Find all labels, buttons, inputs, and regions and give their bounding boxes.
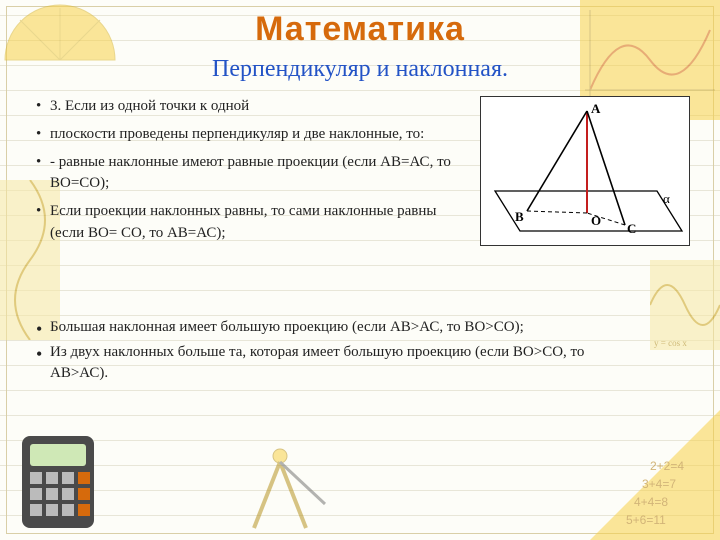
svg-text:5+6=11: 5+6=11 [626, 513, 666, 527]
bullet-list-bottom: Большая наклонная имеет большую проекцию… [36, 317, 696, 384]
list-item: 3. Если из одной точки к одной [36, 96, 466, 118]
label-B: B [515, 209, 524, 224]
label-O: O [591, 213, 601, 228]
list-item: плоскости проведены перпендикуляр и две … [36, 124, 466, 146]
svg-text:3+4=7: 3+4=7 [642, 477, 676, 491]
diagram: A B C O α [480, 96, 690, 246]
header-subject: Математика [0, 10, 720, 49]
slide-title: Перпендикуляр и наклонная. [0, 56, 720, 83]
svg-text:2+2=4: 2+2=4 [650, 459, 684, 473]
deco-addition-icon: 2+2=4 3+4=7 4+4=8 5+6=11 [590, 410, 720, 540]
deco-compass-icon [230, 444, 330, 534]
label-C: C [627, 221, 636, 236]
list-item: Если проекции наклонных равны, то сами н… [36, 201, 466, 245]
label-A: A [591, 103, 601, 116]
list-item: Большая наклонная имеет большую проекцию… [36, 317, 636, 338]
list-item: - равные наклонные имеют равные проекции… [36, 152, 466, 196]
list-item: Из двух наклонных больше та, которая име… [36, 342, 636, 384]
label-alpha: α [663, 191, 670, 206]
deco-calculator-icon [18, 432, 98, 532]
diagram-svg: A B C O α [487, 103, 685, 241]
svg-text:4+4=8: 4+4=8 [634, 495, 668, 509]
